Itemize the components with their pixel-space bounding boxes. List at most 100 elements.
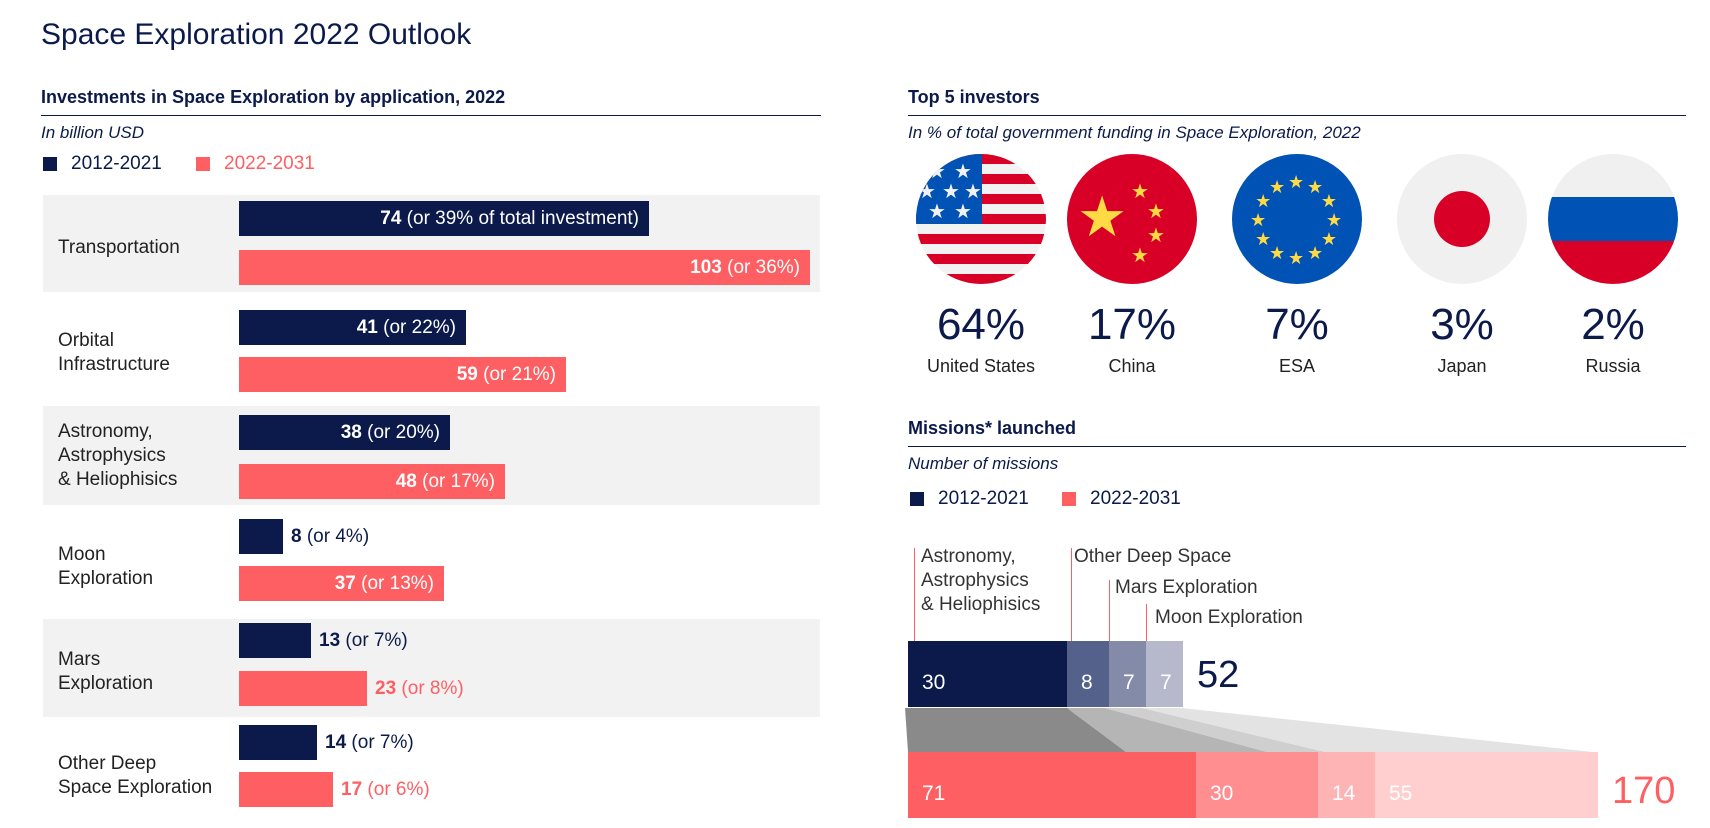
svg-text:★: ★ xyxy=(942,179,960,203)
bar-label: 8 (or 4%) xyxy=(291,526,370,547)
missions-connector xyxy=(905,708,1593,752)
bar-label: 23 (or 8%) xyxy=(375,678,464,699)
mission-label-other-deep-space: Other Deep Space xyxy=(1074,546,1232,567)
svg-text:★: ★ xyxy=(964,179,982,203)
investor-name: United States xyxy=(926,356,1036,376)
bar-2012-other xyxy=(239,725,317,760)
investor-name: China xyxy=(1108,356,1156,376)
bar-2022-orbital xyxy=(239,357,566,392)
mission-label-moon: Moon Exploration xyxy=(1155,607,1303,628)
category-label: Other Deep Space Exploration xyxy=(58,753,213,798)
investor-name: Japan xyxy=(1437,356,1487,376)
missions-total-2012: 52 xyxy=(1197,654,1240,696)
bar-label: 38 (or 20%) xyxy=(340,422,440,443)
eu-star: ★ xyxy=(1321,191,1337,212)
eu-star: ★ xyxy=(1307,177,1323,198)
segment-2012-other-deep-space: 8 xyxy=(1067,641,1109,707)
segment-2012-mars: 7 xyxy=(1109,641,1146,707)
connector-mars xyxy=(1105,708,1325,752)
bar-2022-transportation xyxy=(239,250,810,285)
bar-label: 37 (or 13%) xyxy=(334,573,434,594)
legend-swatch-coral xyxy=(196,157,210,171)
eu-star: ★ xyxy=(1321,229,1337,250)
eu-star: ★ xyxy=(1307,243,1323,264)
band-mars xyxy=(43,619,820,717)
connector-astronomy xyxy=(905,708,1126,752)
usa-flag-icon: ★ ★ ★ ★ ★ ★ ★ xyxy=(916,154,1046,284)
svg-text:★: ★ xyxy=(928,199,946,223)
investor-pct: 2% xyxy=(1581,300,1645,349)
leader-line-astronomy xyxy=(914,548,915,707)
svg-text:★: ★ xyxy=(1131,179,1149,203)
leader-line-other-deep-space xyxy=(1071,548,1072,707)
investments-legend-1: 2012-2021 xyxy=(43,153,162,175)
eu-star: ★ xyxy=(1269,243,1285,264)
investor-name: ESA xyxy=(1278,356,1316,376)
missions-subtitle: Number of missions xyxy=(908,454,1059,473)
segment-2012-astronomy: 30 xyxy=(908,641,1067,707)
bar-2012-transportation xyxy=(239,201,649,236)
legend-swatch-coral xyxy=(1062,492,1076,506)
missions-heading: Missions* launched xyxy=(908,418,1077,438)
bar-2022-other xyxy=(239,772,333,807)
connector-moon xyxy=(1142,708,1593,752)
bar-label: 41 (or 22%) xyxy=(356,317,456,338)
segment-2022-mars: 14 xyxy=(1318,752,1375,818)
segment-2022-other-deep-space: 30 xyxy=(1196,752,1318,818)
svg-text:★: ★ xyxy=(1077,185,1127,250)
bar-2012-moon xyxy=(239,519,283,554)
investor-name: Russia xyxy=(1585,356,1641,376)
investors-subtitle: In % of total government funding in Spac… xyxy=(908,123,1361,142)
bar-2012-mars xyxy=(239,623,311,658)
bar-label: 14 (or 7%) xyxy=(325,732,414,753)
china-flag-icon: ★ ★ ★ ★ ★ xyxy=(1067,154,1197,284)
legend-label-1: 2012-2021 xyxy=(938,488,1029,509)
legend-label-2: 2022-2031 xyxy=(224,153,315,174)
category-label: Orbital Infrastructure xyxy=(58,330,170,375)
mission-label-astronomy: Astronomy, Astrophysics & Heliophisics xyxy=(921,546,1041,615)
missions-legend-1: 2012-2021 xyxy=(910,488,1029,510)
bar-label: 13 (or 7%) xyxy=(319,630,408,651)
eu-flag-icon: ★ ★ ★ ★ ★ ★ ★ ★ ★ ★ ★ ★ xyxy=(1232,154,1362,284)
investors-heading: Top 5 investors xyxy=(908,87,1040,107)
page-title: Space Exploration 2022 Outlook xyxy=(41,18,472,51)
investor-pct: 3% xyxy=(1430,300,1494,349)
japan-flag-icon xyxy=(1397,154,1527,284)
bar-2012-orbital xyxy=(239,310,466,345)
bar-label: 48 (or 17%) xyxy=(395,471,495,492)
svg-text:★: ★ xyxy=(954,199,972,223)
investments-rule xyxy=(41,115,821,116)
svg-text:★: ★ xyxy=(954,159,972,183)
missions-total-2022: 170 xyxy=(1612,770,1676,812)
legend-swatch-navy xyxy=(43,157,57,171)
connector-other-deep-space xyxy=(1067,708,1267,752)
missions-rule xyxy=(908,446,1686,447)
bar-2012-astronomy xyxy=(239,415,450,450)
eu-star: ★ xyxy=(1269,177,1285,198)
eu-star: ★ xyxy=(1255,229,1271,250)
bar-2022-astronomy xyxy=(239,464,505,499)
svg-text:★: ★ xyxy=(1147,223,1165,247)
eu-star: ★ xyxy=(1288,172,1304,193)
bar-2022-moon xyxy=(239,566,444,601)
svg-text:★: ★ xyxy=(1131,243,1149,267)
missions-legend-2: 2022-2031 xyxy=(1062,488,1181,510)
legend-label-2: 2022-2031 xyxy=(1090,488,1181,509)
eu-star: ★ xyxy=(1255,191,1271,212)
legend-label-1: 2012-2021 xyxy=(71,153,162,174)
svg-text:★: ★ xyxy=(1147,199,1165,223)
category-label: Transportation xyxy=(58,237,180,258)
bar-label: 59 (or 21%) xyxy=(456,364,556,385)
investor-pct: 7% xyxy=(1265,300,1329,349)
mission-label-mars: Mars Exploration xyxy=(1115,577,1258,598)
category-label: Moon Exploration xyxy=(58,544,154,589)
russia-flag-icon xyxy=(1548,154,1678,284)
eu-star: ★ xyxy=(1250,210,1266,231)
investor-pct: 64% xyxy=(936,300,1026,349)
investments-legend-2: 2022-2031 xyxy=(196,153,315,175)
segment-2022-astronomy: 71 xyxy=(908,752,1196,818)
bar-label: 103 (or 36%) xyxy=(690,257,800,278)
segment-2022-moon: 55 xyxy=(1375,752,1598,818)
legend-swatch-navy xyxy=(910,492,924,506)
bar-label: 74 (or 39% of total investment) xyxy=(380,208,639,229)
